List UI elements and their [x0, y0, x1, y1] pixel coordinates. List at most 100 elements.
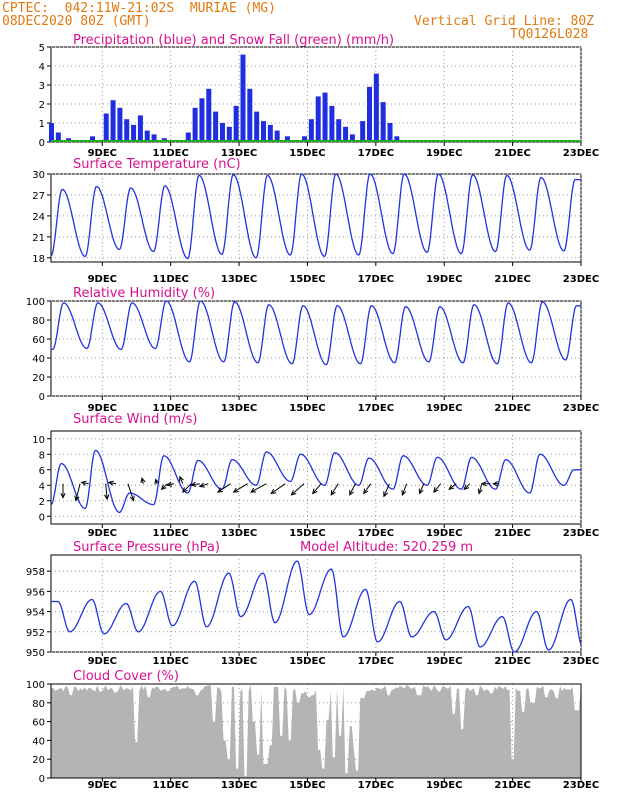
x-tick-label: 23DEC — [563, 403, 599, 414]
precip-bar — [240, 54, 246, 142]
wind-arrow-head — [383, 491, 389, 498]
wind-arrow — [233, 483, 248, 493]
wind-arrow-head — [463, 484, 470, 491]
precip-bar — [267, 124, 273, 142]
precip-bar — [308, 119, 314, 142]
wind-arrow-head — [311, 488, 318, 495]
wind-arrow — [363, 483, 372, 494]
wind-arrow-head — [363, 488, 369, 495]
x-tick-label: 17DEC — [358, 148, 394, 159]
x-tick-label: 19DEC — [426, 148, 462, 159]
panel-title-0: Precipitation (blue) and Snow Fall (gree… — [73, 33, 394, 48]
y-tick-label: 8 — [39, 450, 45, 461]
y-tick-label: 20 — [32, 755, 45, 766]
panel-frame-3 — [50, 430, 582, 525]
x-tick-label: 21DEC — [494, 656, 530, 667]
wind-arrow-head — [290, 490, 297, 496]
wind-arrow-head — [477, 488, 483, 495]
x-tick-label: 19DEC — [426, 528, 462, 539]
wind-arrow — [448, 483, 457, 490]
precip-bar — [274, 130, 280, 142]
x-tick-label: 11DEC — [152, 148, 188, 159]
x-tick-label: 17DEC — [358, 780, 394, 791]
x-tick-label: 9DEC — [88, 403, 117, 414]
y-tick-label: 80 — [32, 316, 45, 327]
precip-bar — [349, 134, 355, 142]
x-tick-label: 9DEC — [88, 274, 117, 285]
panel-title-5: Cloud Cover (%) — [73, 669, 179, 684]
wind-arrow — [419, 483, 425, 494]
x-tick-label: 15DEC — [289, 528, 325, 539]
wind-arrow-head — [418, 488, 424, 495]
x-tick-label: 11DEC — [152, 656, 188, 667]
precip-bar — [329, 105, 335, 142]
precip-bar — [315, 96, 321, 142]
y-tick-label: 5 — [39, 43, 45, 54]
precip-bar — [144, 130, 150, 142]
x-tick-label: 11DEC — [152, 403, 188, 414]
x-tick-label: 11DEC — [152, 780, 188, 791]
x-tick-label: 15DEC — [289, 656, 325, 667]
wind-arrow — [179, 476, 184, 484]
x-tick-label: 9DEC — [88, 656, 117, 667]
x-tick-label: 17DEC — [358, 403, 394, 414]
precip-bar — [387, 123, 393, 142]
x-tick-label: 23DEC — [563, 780, 599, 791]
wind-arrow — [270, 483, 286, 494]
y-tick-label: 956 — [26, 587, 45, 598]
x-tick-label: 21DEC — [494, 274, 530, 285]
wind-arrow — [401, 483, 408, 496]
precip-bar — [380, 102, 386, 142]
precip-bar — [336, 119, 342, 142]
x-tick-label: 19DEC — [426, 274, 462, 285]
series-line-2 — [51, 300, 581, 366]
wind-arrow-head — [140, 476, 146, 484]
y-tick-label: 3 — [39, 81, 45, 92]
precip-bar — [206, 88, 212, 142]
cloud-cover-area — [51, 685, 581, 778]
series-line-1 — [50, 173, 581, 260]
wind-arrow-head — [165, 481, 173, 487]
precip-bar — [394, 136, 400, 142]
y-tick-label: 0 — [39, 512, 45, 523]
y-tick-label: 60 — [32, 718, 45, 729]
wind-arrow — [312, 483, 322, 494]
precip-bar — [284, 136, 290, 142]
y-tick-label: 952 — [26, 628, 45, 639]
x-tick-label: 9DEC — [88, 148, 117, 159]
x-tick-label: 17DEC — [358, 656, 394, 667]
precip-bar — [55, 132, 61, 142]
precip-bar — [360, 121, 366, 142]
wind-arrow — [199, 483, 209, 487]
wind-arrow — [81, 481, 89, 485]
wind-arrow-head — [448, 484, 455, 491]
precip-bar — [131, 124, 137, 142]
panel-title-1: Surface Temperature (nC) — [73, 157, 241, 172]
wind-arrow — [166, 483, 175, 486]
wind-arrow-head — [198, 482, 205, 488]
wind-arrow-head — [181, 487, 188, 493]
y-tick-label: 954 — [26, 608, 45, 619]
wind-arrow-head — [433, 487, 439, 493]
x-tick-label: 13DEC — [221, 780, 257, 791]
y-tick-label: 2 — [39, 497, 45, 508]
x-tick-label: 19DEC — [426, 780, 462, 791]
x-tick-label: 17DEC — [358, 274, 394, 285]
x-tick-label: 15DEC — [289, 780, 325, 791]
wind-arrow-head — [74, 495, 80, 502]
wind-arrow-head — [270, 488, 277, 495]
precip-bar — [151, 134, 157, 142]
wind-arrow — [478, 483, 483, 494]
wind-arrow-head — [216, 487, 223, 493]
wind-arrow-head — [80, 480, 87, 486]
y-tick-label: 60 — [32, 335, 45, 346]
wind-arrow — [191, 483, 200, 486]
precip-bar — [137, 115, 143, 142]
wind-arrow — [433, 483, 442, 493]
y-tick-label: 0 — [39, 138, 45, 149]
y-tick-label: 6 — [39, 466, 45, 477]
y-tick-label: 4 — [39, 62, 45, 73]
panel-title-2: Relative Humidity (%) — [73, 286, 215, 301]
wind-arrow — [250, 483, 267, 493]
panel-title-3: Surface Wind (m/s) — [73, 412, 197, 427]
